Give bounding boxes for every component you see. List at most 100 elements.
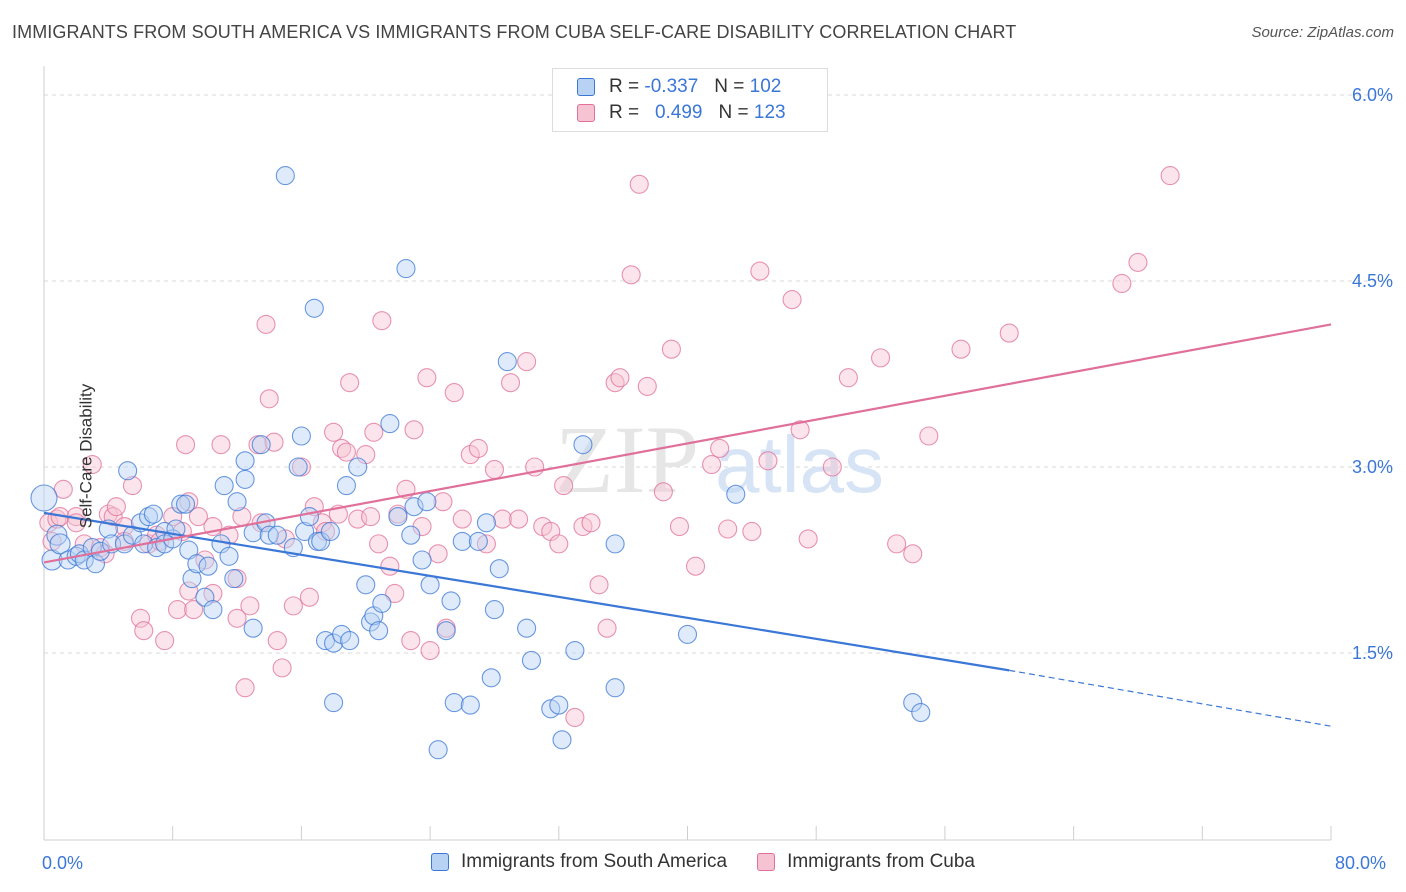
n-label: N = xyxy=(714,76,745,97)
point-cuba-99 xyxy=(610,368,630,388)
point-cuba-51 xyxy=(299,587,319,607)
point-cuba-63 xyxy=(364,422,384,442)
point-south-america-96 xyxy=(605,534,625,554)
point-cuba-40 xyxy=(240,596,260,616)
point-cuba-95 xyxy=(581,513,601,533)
point-cuba-44 xyxy=(259,389,279,409)
point-south-america-88 xyxy=(517,618,537,638)
point-south-america-26 xyxy=(176,494,196,514)
point-south-america-9 xyxy=(85,554,106,574)
point-cuba-111 xyxy=(750,261,770,281)
legend-swatch-pink xyxy=(577,104,595,122)
n-value: 102 xyxy=(749,76,782,97)
point-south-america-100 xyxy=(911,702,931,723)
point-south-america-29 xyxy=(187,554,207,574)
point-cuba-112 xyxy=(758,451,778,471)
legend-swatch-blue xyxy=(577,78,595,96)
point-south-america-51 xyxy=(299,507,319,527)
point-cuba-55 xyxy=(324,422,344,442)
point-south-america-60 xyxy=(336,476,356,496)
legend-label: Immigrants from Cuba xyxy=(787,851,976,872)
point-cuba-86 xyxy=(509,509,529,529)
point-cuba-87 xyxy=(517,352,537,372)
point-cuba-123 xyxy=(999,323,1019,343)
point-cuba-100 xyxy=(621,265,641,285)
point-cuba-120 xyxy=(903,544,923,564)
point-south-america-68 xyxy=(380,414,400,434)
point-cuba-124 xyxy=(1112,273,1132,294)
point-cuba-108 xyxy=(710,438,730,458)
point-cuba-91 xyxy=(549,534,569,554)
point-south-america-56 xyxy=(320,521,340,542)
point-cuba-46 xyxy=(267,631,287,651)
point-cuba-85 xyxy=(500,373,521,393)
point-cuba-126 xyxy=(1160,166,1180,186)
point-cuba-47 xyxy=(272,658,292,678)
point-cuba-64 xyxy=(369,534,389,554)
point-south-america-37 xyxy=(227,492,247,512)
point-cuba-115 xyxy=(798,529,818,549)
point-cuba-74 xyxy=(420,640,440,661)
legend-row-cuba: R = 0.499 N = 123 xyxy=(577,100,786,126)
point-cuba-36 xyxy=(227,608,247,628)
point-south-america-63 xyxy=(356,575,376,595)
n-value: 123 xyxy=(753,102,786,123)
point-south-america-84 xyxy=(481,668,501,688)
point-south-america-62 xyxy=(348,457,368,477)
point-south-america-89 xyxy=(521,650,542,670)
point-cuba-117 xyxy=(838,368,858,388)
point-cuba-49 xyxy=(283,596,303,616)
point-cuba-22 xyxy=(155,631,175,651)
point-cuba-78 xyxy=(444,383,464,403)
r-label: R = xyxy=(609,76,640,97)
point-south-america-79 xyxy=(444,693,464,713)
point-cuba-67 xyxy=(385,583,405,604)
point-south-america-48 xyxy=(288,457,308,477)
point-south-america-85 xyxy=(484,600,505,620)
point-cuba-76 xyxy=(433,492,453,512)
chart-title: IMMIGRANTS FROM SOUTH AMERICA VS IMMIGRA… xyxy=(12,22,1017,42)
point-cuba-92 xyxy=(554,476,574,496)
legend-item-south-america[interactable]: Immigrants from South America xyxy=(430,851,728,873)
point-south-america-50 xyxy=(295,521,315,542)
point-cuba-59 xyxy=(340,373,360,393)
legend-label: Immigrants from South America xyxy=(460,851,728,872)
point-cuba-101 xyxy=(629,174,649,194)
point-south-america-38 xyxy=(235,451,255,471)
y-tick-labels: 1.5% 3.0% 4.5% 6.0% xyxy=(1352,85,1393,663)
legend-swatch-pink xyxy=(757,853,776,871)
point-cuba-28 xyxy=(179,492,199,512)
point-cuba-114 xyxy=(790,420,810,440)
point-cuba-125 xyxy=(1128,252,1148,272)
point-south-america-82 xyxy=(468,531,488,551)
point-cuba-30 xyxy=(188,507,208,527)
point-cuba-8 xyxy=(82,454,102,475)
point-south-america-34 xyxy=(214,476,234,496)
series-south-america-points xyxy=(30,166,931,760)
point-south-america-99 xyxy=(903,693,923,713)
point-cuba-118 xyxy=(870,348,891,368)
point-south-america-2 xyxy=(46,524,68,546)
point-cuba-73 xyxy=(417,368,437,388)
point-cuba-97 xyxy=(597,618,617,638)
r-value: 0.499 xyxy=(654,102,703,123)
point-south-america-67 xyxy=(372,593,392,613)
point-south-america-45 xyxy=(267,525,287,545)
y-tick-label-3: 6.0% xyxy=(1352,85,1393,105)
y-tick-label-0: 1.5% xyxy=(1352,643,1393,663)
r-label: R = xyxy=(609,102,640,123)
point-south-america-54 xyxy=(311,531,331,551)
gridlines xyxy=(44,94,1392,654)
point-cuba-26 xyxy=(176,435,196,455)
point-south-america-95 xyxy=(605,678,625,698)
trend-south-america-extension xyxy=(1009,669,1332,727)
axes xyxy=(43,66,1332,841)
source-label: Source: ZipAtlas.com xyxy=(1251,24,1394,41)
point-cuba-16 xyxy=(122,476,143,496)
point-south-america-83 xyxy=(476,513,496,533)
point-cuba-34 xyxy=(211,435,231,455)
point-cuba-119 xyxy=(887,534,907,554)
point-south-america-97 xyxy=(677,624,698,644)
legend-item-cuba[interactable]: Immigrants from Cuba xyxy=(757,851,975,873)
